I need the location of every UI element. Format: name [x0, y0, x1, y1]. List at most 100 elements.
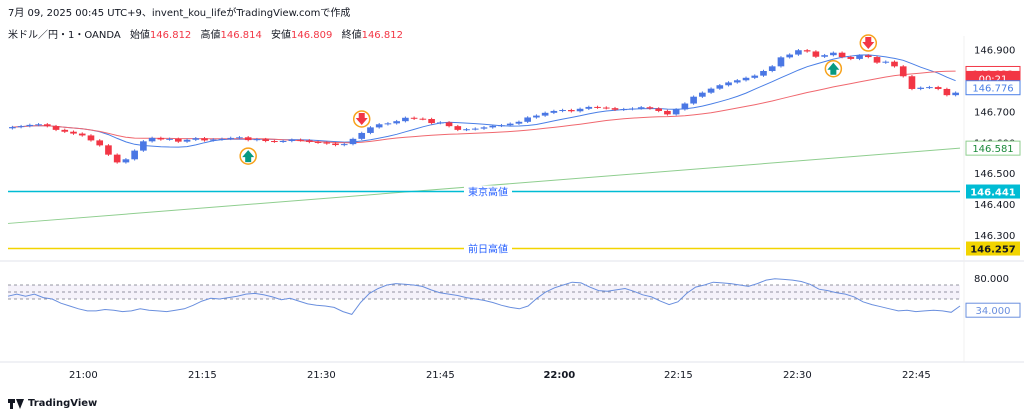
- candle-body[interactable]: [751, 75, 759, 78]
- candle-body[interactable]: [314, 141, 322, 143]
- symbol-label[interactable]: 米ドル／円・1・OANDA: [8, 30, 121, 41]
- candle-body[interactable]: [279, 141, 287, 143]
- candle-body[interactable]: [760, 70, 767, 76]
- candle-body[interactable]: [742, 77, 750, 81]
- candle-body[interactable]: [87, 135, 95, 141]
- candle-body[interactable]: [271, 141, 278, 143]
- candle-body[interactable]: [725, 82, 732, 86]
- candle-body[interactable]: [856, 55, 863, 59]
- candle-body[interactable]: [716, 85, 724, 89]
- candle-body[interactable]: [541, 112, 549, 116]
- candle-body[interactable]: [480, 127, 488, 129]
- candle-body[interactable]: [349, 138, 357, 145]
- candle-body[interactable]: [340, 144, 348, 146]
- candle-body[interactable]: [43, 124, 51, 127]
- candle-body[interactable]: [524, 117, 531, 122]
- candle-body[interactable]: [454, 126, 462, 130]
- candle-body[interactable]: [306, 140, 313, 142]
- candle-body[interactable]: [201, 138, 208, 141]
- candle-body[interactable]: [174, 138, 182, 142]
- candle-body[interactable]: [393, 121, 400, 124]
- candle-body[interactable]: [568, 110, 575, 112]
- candle-body[interactable]: [777, 57, 785, 67]
- candle-body[interactable]: [934, 87, 942, 89]
- candle-body[interactable]: [664, 110, 671, 115]
- candle-body[interactable]: [786, 54, 794, 58]
- candle-body[interactable]: [864, 55, 872, 58]
- candle-body[interactable]: [646, 107, 654, 109]
- candle-body[interactable]: [655, 108, 662, 111]
- candle-body[interactable]: [489, 125, 497, 128]
- candle-body[interactable]: [218, 138, 226, 140]
- candle-body[interactable]: [463, 129, 470, 131]
- candle-body[interactable]: [410, 117, 418, 119]
- candle-body[interactable]: [917, 87, 925, 89]
- candle-body[interactable]: [70, 131, 77, 134]
- candle-body[interactable]: [78, 133, 86, 136]
- candle-body[interactable]: [9, 127, 16, 129]
- candle-body[interactable]: [323, 142, 331, 144]
- candle-body[interactable]: [122, 159, 130, 163]
- candle-body[interactable]: [873, 57, 881, 63]
- candle-body[interactable]: [471, 128, 479, 130]
- candle-body[interactable]: [559, 110, 566, 112]
- candle-body[interactable]: [157, 137, 165, 140]
- candle-body[interactable]: [297, 139, 304, 141]
- candle-body[interactable]: [375, 124, 383, 128]
- candle-body[interactable]: [253, 139, 261, 141]
- candle-body[interactable]: [926, 87, 933, 89]
- candle-body[interactable]: [821, 55, 828, 57]
- candle-body[interactable]: [882, 61, 890, 63]
- candle-body[interactable]: [367, 127, 374, 133]
- candle-body[interactable]: [672, 109, 680, 115]
- candle-body[interactable]: [891, 61, 898, 67]
- candle-body[interactable]: [506, 123, 514, 126]
- candle-body[interactable]: [419, 118, 427, 120]
- candle-body[interactable]: [105, 145, 112, 155]
- candle-body[interactable]: [236, 137, 243, 139]
- candle-body[interactable]: [183, 139, 191, 142]
- candle-body[interactable]: [96, 140, 104, 146]
- candle-body[interactable]: [629, 108, 636, 110]
- candle-body[interactable]: [908, 76, 916, 89]
- candle-body[interactable]: [594, 106, 601, 108]
- candle-body[interactable]: [35, 124, 42, 126]
- candle-body[interactable]: [131, 150, 138, 160]
- candle-body[interactable]: [733, 80, 741, 83]
- candle-body[interactable]: [26, 124, 34, 127]
- candle-body[interactable]: [847, 57, 855, 59]
- candle-body[interactable]: [838, 52, 846, 58]
- candle-body[interactable]: [192, 138, 200, 140]
- candle-body[interactable]: [140, 141, 147, 151]
- candle-body[interactable]: [358, 132, 366, 139]
- candle-body[interactable]: [830, 52, 837, 56]
- candle-body[interactable]: [602, 107, 610, 109]
- footer-brand[interactable]: TradingView: [8, 398, 97, 409]
- candle-body[interactable]: [227, 137, 235, 139]
- candle-body[interactable]: [148, 137, 156, 142]
- candle-body[interactable]: [332, 143, 339, 146]
- candle-body[interactable]: [428, 119, 435, 124]
- candle-body[interactable]: [795, 50, 802, 55]
- candle-body[interactable]: [244, 137, 252, 141]
- candle-body[interactable]: [515, 121, 523, 124]
- candle-body[interactable]: [812, 51, 820, 57]
- candle-body[interactable]: [585, 106, 593, 109]
- candle-body[interactable]: [681, 103, 689, 110]
- candle-body[interactable]: [437, 122, 444, 124]
- candle-body[interactable]: [620, 109, 628, 111]
- candle-body[interactable]: [550, 110, 558, 113]
- candle-body[interactable]: [262, 139, 269, 142]
- candle-body[interactable]: [498, 125, 505, 127]
- candle-body[interactable]: [166, 138, 173, 140]
- candle-body[interactable]: [690, 96, 697, 104]
- candle-body[interactable]: [707, 88, 715, 93]
- candle-body[interactable]: [899, 66, 907, 77]
- candle-body[interactable]: [803, 50, 811, 52]
- candle-body[interactable]: [943, 88, 951, 96]
- candle-body[interactable]: [288, 139, 296, 142]
- candle-body[interactable]: [611, 108, 619, 110]
- candle-body[interactable]: [17, 126, 25, 128]
- candle-body[interactable]: [768, 66, 776, 71]
